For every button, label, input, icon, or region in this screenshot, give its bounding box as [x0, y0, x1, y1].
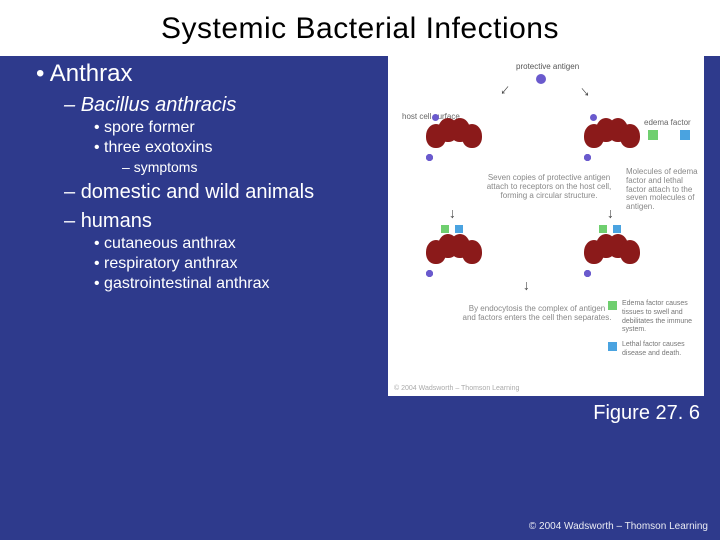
legend: Edema factor causes tissues to swell and… [608, 300, 700, 365]
diagram-step1-text: Seven copies of protective antigen attac… [484, 174, 614, 200]
pa-antigen-icon [536, 74, 546, 84]
bullet-text: humans [81, 210, 152, 232]
bullet-text: cutaneous anthrax [104, 235, 236, 252]
host-cell-right [584, 118, 636, 154]
edema-factor-icon [608, 301, 617, 310]
bullet-text: spore former [104, 119, 195, 136]
complex-right [584, 234, 636, 270]
anthrax-diagram: protective antigen → → host cell surface… [388, 56, 704, 396]
diagram-step3-text: By endocytosis the complex of antigen an… [462, 304, 612, 322]
bullet-humans: humans cutaneous anthrax respiratory ant… [64, 210, 370, 293]
bullet-bacillus: Bacillus anthracis spore former three ex… [64, 94, 370, 175]
arrow-icon: → [605, 207, 621, 221]
bullet-outline: Anthrax Bacillus anthracis spore former … [0, 56, 370, 299]
legend-row-ef: Edema factor causes tissues to swell and… [608, 300, 700, 335]
bullet-text: domestic and wild animals [81, 181, 314, 203]
lethal-factor-icon [680, 130, 690, 140]
bullet-spore: spore former [94, 119, 370, 137]
bullet-respiratory: respiratory anthrax [94, 255, 370, 273]
bullet-text: Bacillus anthracis [81, 94, 237, 116]
bullet-anthrax: Anthrax Bacillus anthracis spore former … [36, 60, 370, 293]
figure-credit: © 2004 Wadsworth – Thomson Learning [394, 385, 519, 392]
ef-label: edema factor [644, 118, 691, 127]
edema-factor-icon [648, 130, 658, 140]
lethal-factor-icon [608, 342, 617, 351]
slide-title: Systemic Bacterial Infections [0, 0, 720, 56]
bullet-symptoms: symptoms [122, 159, 370, 175]
arrow-icon: → [494, 79, 518, 103]
bullet-cutaneous: cutaneous anthrax [94, 235, 370, 253]
complex-left [426, 234, 478, 270]
arrow-icon: → [521, 279, 537, 293]
arrow-icon: → [574, 79, 598, 103]
bullet-text: three exotoxins [104, 139, 213, 156]
bullet-text: gastrointestinal anthrax [104, 275, 269, 292]
figure-area: protective antigen → → host cell surface… [388, 56, 704, 425]
legend-ef-text: Edema factor causes tissues to swell and… [622, 300, 700, 335]
legend-row-lf: Lethal factor causes disease and death. [608, 341, 700, 359]
legend-lf-text: Lethal factor causes disease and death. [622, 341, 700, 359]
bullet-text: symptoms [134, 159, 198, 175]
arrow-icon: → [447, 207, 463, 221]
slide-copyright: © 2004 Wadsworth – Thomson Learning [529, 521, 708, 532]
bullet-gi: gastrointestinal anthrax [94, 275, 370, 293]
bullet-exotoxins: three exotoxins symptoms [94, 139, 370, 175]
slide-body: Anthrax Bacillus anthracis spore former … [0, 56, 720, 66]
bullet-text: respiratory anthrax [104, 255, 237, 272]
bullet-text: Anthrax [50, 60, 133, 87]
host-cell-left [426, 118, 478, 154]
diagram-step2-text: Molecules of edema factor and lethal fac… [626, 168, 698, 212]
pa-label: protective antigen [516, 62, 579, 71]
bullet-animals: domestic and wild animals [64, 181, 370, 204]
figure-caption: Figure 27. 6 [388, 402, 704, 425]
